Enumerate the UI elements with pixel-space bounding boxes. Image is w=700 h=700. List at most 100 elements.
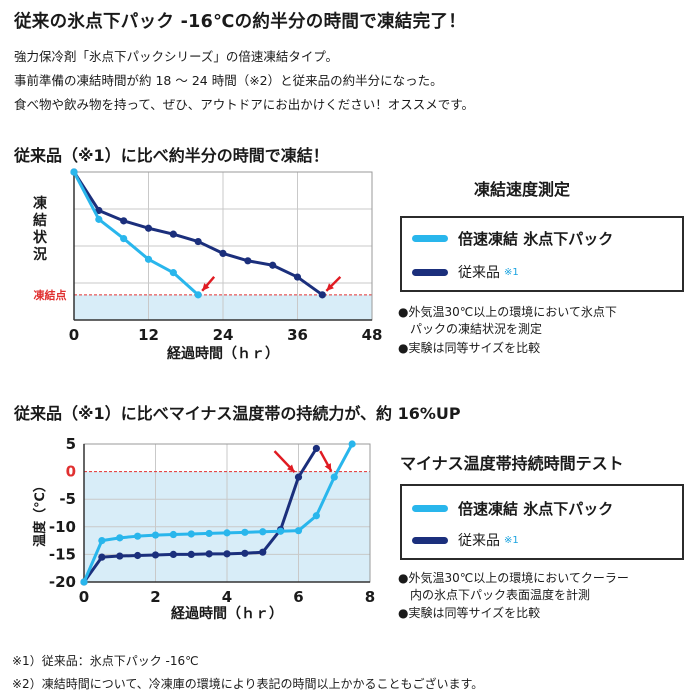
legend-swatch-conventional: [412, 268, 448, 276]
legend-label-conventional: 従来品: [458, 265, 500, 281]
data-point-fast: [169, 269, 177, 277]
data-point-fast: [70, 168, 78, 176]
series-line-conventional: [72, 171, 324, 297]
data-point-conventional: [194, 237, 202, 246]
data-point-fast: [187, 530, 195, 538]
y-axis-label-char: 況: [33, 246, 47, 263]
data-point-conventional: [134, 551, 142, 560]
temperature-duration-title: マイナス温度帯持続時間テスト: [400, 454, 624, 473]
data-point-conventional: [151, 551, 160, 559]
y-tick-label: -5: [59, 490, 76, 508]
footnote: ※2）凍結時間について、冷凍庫の環境により表記の時間以上かかることもございます。: [12, 677, 484, 691]
annotation-arrow-head: [326, 283, 334, 291]
y-axis-label-char: 状: [33, 229, 48, 246]
data-point-fast: [95, 215, 103, 223]
series-line-fast: [82, 443, 354, 583]
data-point-conventional: [205, 550, 213, 558]
x-tick-label: 2: [150, 588, 160, 606]
data-point-fast: [259, 528, 267, 536]
data-point-fast: [120, 235, 128, 243]
data-point-conventional: [169, 230, 177, 238]
data-point-fast: [348, 440, 356, 448]
data-point-conventional: [95, 206, 103, 215]
data-point-fast: [205, 529, 213, 538]
data-point-fast: [134, 532, 142, 540]
data-point-fast: [116, 534, 124, 542]
freeze-speed-note: パックの凍結状況を測定: [398, 322, 543, 336]
legend-note-conventional: ※1: [504, 534, 519, 546]
footnote: ※1）従来品：氷点下パック -16℃: [12, 654, 199, 668]
series-line-fast: [72, 171, 200, 296]
legend-swatch-fast: [412, 235, 448, 242]
annotation-arrow-head: [202, 283, 210, 291]
intro-line: 強力保冷剤「氷点下パックシリーズ」の倍速凍結タイプ。: [14, 49, 339, 64]
data-point-fast: [277, 527, 285, 535]
intro-line: 食べ物や飲み物を持って、ぜひ、アウトドアにお出かけください！オススメです。: [14, 97, 475, 112]
intro-line: 事前準備の凍結時間が約 18 ～ 24 時間（※2）と従来品の約半分になった。: [14, 73, 443, 88]
y-axis-label-char: 結: [33, 212, 47, 229]
temperature-duration-legend: 倍速凍結 氷点下パック 従来品 ※1: [400, 484, 684, 560]
freeze-point-label: 凍結点: [34, 288, 67, 302]
freeze-speed-note: ●実験は同等サイズを比較: [398, 341, 541, 355]
data-point-conventional: [187, 550, 195, 558]
data-point-fast: [80, 578, 88, 586]
legend-note-conventional: ※1: [504, 266, 519, 278]
data-point-conventional: [219, 249, 227, 257]
x-tick-label: 24: [213, 326, 234, 344]
y-axis-label-char: 凍: [33, 195, 48, 212]
x-tick-label: 36: [287, 326, 308, 344]
section1-heading: 従来品（※1）に比べ約半分の時間で凍結！: [14, 146, 329, 165]
freeze-speed-note: ●外気温30℃以上の環境において氷点下: [398, 305, 617, 319]
x-tick-label: 12: [138, 326, 159, 344]
data-point-fast: [241, 528, 249, 536]
temperature-duration-note: ●外気温30℃以上の環境においてクーラー: [398, 571, 629, 585]
legend-swatch-fast: [412, 505, 448, 512]
data-point-fast: [151, 531, 160, 539]
data-point-conventional: [259, 548, 267, 556]
y-tick-label: -20: [49, 573, 76, 591]
legend-swatch-conventional: [412, 536, 448, 544]
x-tick-label: 4: [222, 588, 232, 606]
data-point-conventional: [312, 444, 320, 453]
legend-label-fast: 倍速凍結 氷点下パック: [458, 230, 614, 248]
data-point-conventional: [294, 473, 303, 481]
y-tick-label: 0: [66, 463, 76, 481]
x-tick-label: 6: [293, 588, 303, 606]
data-point-conventional: [120, 217, 128, 225]
temperature-duration-note: 内の氷点下パック表面温度を計測: [398, 588, 591, 602]
data-point-conventional: [144, 224, 153, 232]
headline: 従来の氷点下パック -16℃の約半分の時間で凍結完了！: [14, 12, 466, 32]
data-point-fast: [144, 255, 153, 263]
x-axis-label: 経過時間（ｈｒ）: [171, 605, 283, 620]
data-point-conventional: [169, 550, 177, 558]
data-point-fast: [312, 512, 320, 520]
freeze-speed-title: 凍結速度測定: [474, 180, 571, 199]
legend-label-conventional: 従来品: [458, 533, 500, 549]
data-point-fast: [169, 530, 177, 539]
data-point-conventional: [269, 261, 277, 269]
y-tick-label: -10: [49, 518, 76, 536]
annotation-arrow-head: [324, 463, 332, 472]
data-point-fast: [330, 473, 338, 481]
data-point-fast: [294, 527, 303, 535]
data-point-conventional: [244, 257, 252, 265]
annotation-arrow-head: [287, 464, 295, 473]
x-axis-label: 経過時間（ｈｒ）: [167, 345, 279, 362]
y-tick-label: 5: [66, 435, 76, 453]
temperature-duration-chart: 5 0 -5 -10 -15 -20 温度（℃） 0 2 4 6 8 経過時間（ｈｒ）: [32, 435, 375, 620]
x-tick-label: 0: [69, 326, 79, 344]
data-point-conventional: [241, 549, 249, 557]
y-tick-label: -15: [49, 545, 76, 563]
data-point-conventional: [318, 291, 326, 299]
data-point-conventional: [98, 553, 106, 561]
data-point-fast: [98, 537, 106, 545]
data-point-fast: [223, 529, 231, 537]
temperature-duration-note: ●実験は同等サイズを比較: [398, 606, 541, 620]
x-tick-label: 0: [79, 588, 89, 606]
data-point-conventional: [293, 273, 302, 281]
x-tick-label: 8: [365, 588, 375, 606]
y-axis-label: 温度（℃）: [32, 479, 48, 547]
x-tick-label: 48: [362, 326, 383, 344]
legend-label-fast: 倍速凍結 氷点下パック: [458, 500, 614, 518]
